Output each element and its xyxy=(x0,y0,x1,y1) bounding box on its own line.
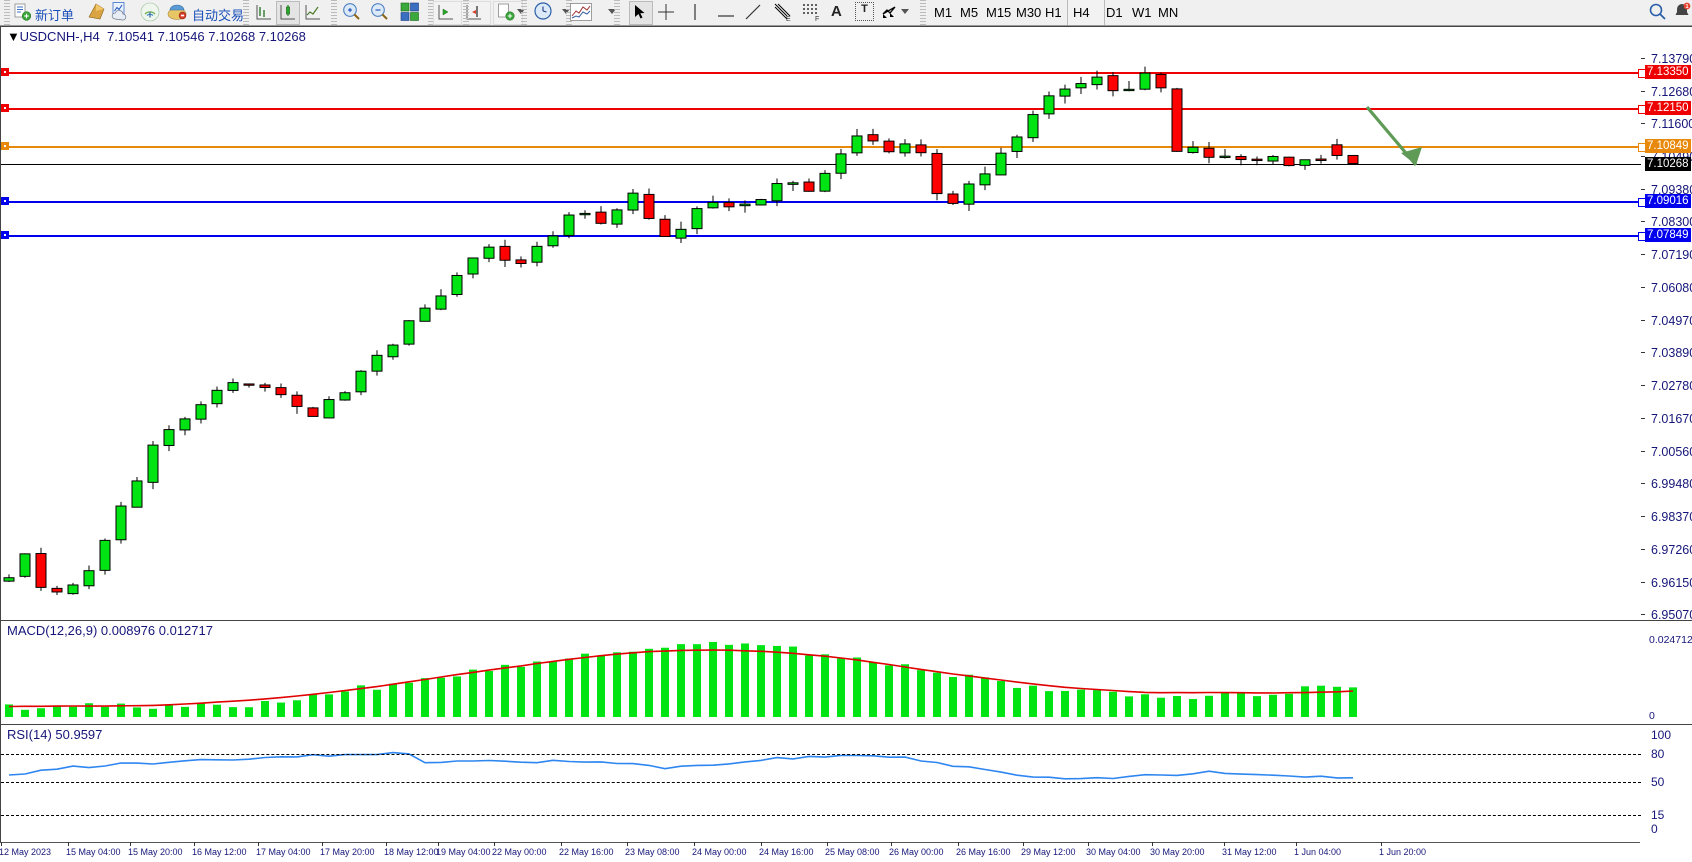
svg-text:1: 1 xyxy=(1685,4,1688,10)
svg-text:E: E xyxy=(786,16,791,22)
svg-text:F: F xyxy=(815,16,819,21)
